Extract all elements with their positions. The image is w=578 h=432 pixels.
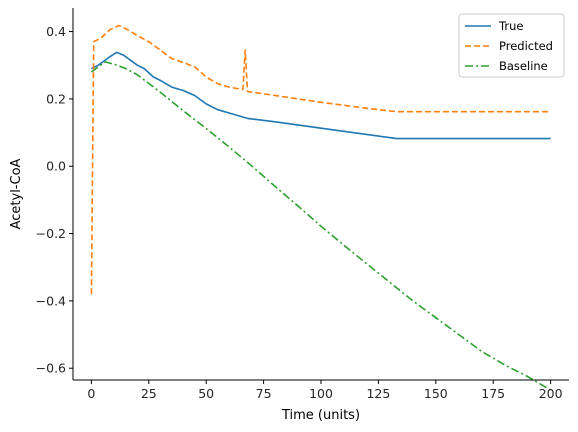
x-tick-label: 200 — [539, 386, 563, 401]
x-tick-label: 125 — [366, 386, 390, 401]
series-line-baseline — [90, 61, 552, 391]
y-tick-label: −0.2 — [36, 226, 66, 241]
legend-label-true: True — [498, 19, 523, 33]
y-tick-label: 0.4 — [46, 24, 66, 39]
legend-label-predicted: Predicted — [499, 39, 553, 53]
x-tick-label: 100 — [309, 386, 333, 401]
plot-area — [90, 24, 552, 391]
y-tick-label: −0.6 — [36, 361, 66, 376]
y-tick-label: 0.0 — [46, 159, 66, 174]
x-axis-label: Time (units) — [281, 408, 360, 423]
y-axis-label: Acetyl-CoA — [9, 158, 24, 229]
legend: True Predicted Baseline — [458, 13, 565, 78]
y-tick-label: 0.2 — [46, 91, 66, 106]
legend-label-baseline: Baseline — [499, 59, 548, 73]
x-tick-label: 150 — [424, 386, 448, 401]
series-line-predicted — [90, 24, 551, 295]
x-tick-label: 25 — [141, 386, 157, 401]
y-axis-ticks: −0.6 −0.4 −0.2 0.0 0.2 0.4 — [36, 24, 73, 376]
x-tick-label: 75 — [256, 386, 272, 401]
x-tick-label: 0 — [87, 386, 95, 401]
y-tick-label: −0.4 — [36, 293, 66, 308]
legend-frame — [458, 13, 565, 78]
series-line-true — [91, 51, 551, 140]
x-tick-label: 175 — [481, 386, 505, 401]
x-axis-ticks: 0 25 50 75 100 125 150 175 200 — [87, 380, 563, 401]
x-tick-label: 50 — [198, 386, 214, 401]
